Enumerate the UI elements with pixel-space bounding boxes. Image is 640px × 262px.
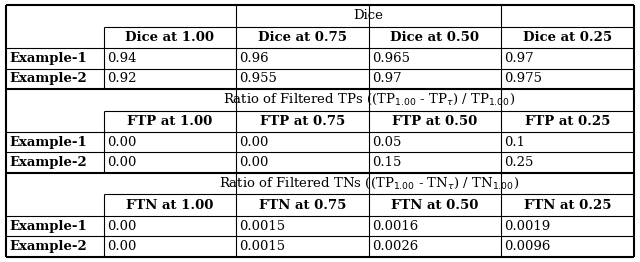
Text: 0.0096: 0.0096 — [504, 240, 550, 253]
Text: FTP at 0.75: FTP at 0.75 — [260, 115, 345, 128]
Text: 0.00: 0.00 — [107, 156, 136, 169]
Text: FTP at 0.50: FTP at 0.50 — [392, 115, 477, 128]
Text: 0.965: 0.965 — [372, 52, 410, 65]
Text: 0.0019: 0.0019 — [504, 220, 550, 233]
Text: Dice: Dice — [354, 9, 383, 23]
Text: 0.97: 0.97 — [504, 52, 534, 65]
Text: FTN at 0.25: FTN at 0.25 — [524, 199, 611, 212]
Text: 0.97: 0.97 — [372, 72, 401, 85]
Text: Example-2: Example-2 — [10, 72, 87, 85]
Text: FTN at 0.50: FTN at 0.50 — [391, 199, 479, 212]
Text: Example-2: Example-2 — [10, 156, 87, 169]
Text: FTN at 1.00: FTN at 1.00 — [126, 199, 214, 212]
Text: 0.96: 0.96 — [239, 52, 269, 65]
Text: Example-1: Example-1 — [10, 52, 87, 65]
Text: 0.0016: 0.0016 — [372, 220, 418, 233]
Text: 0.955: 0.955 — [239, 72, 277, 85]
Text: Dice at 1.00: Dice at 1.00 — [125, 31, 214, 44]
Text: 0.00: 0.00 — [107, 220, 136, 233]
Text: 0.92: 0.92 — [107, 72, 136, 85]
Text: 0.00: 0.00 — [107, 136, 136, 149]
Text: Example-1: Example-1 — [10, 220, 87, 233]
Text: Dice at 0.75: Dice at 0.75 — [258, 31, 347, 44]
Text: 0.975: 0.975 — [504, 72, 542, 85]
Text: 0.94: 0.94 — [107, 52, 136, 65]
Text: Ratio of Filtered TNs ((TP$_{1.00}$ - TN$_{\tau}$) / TN$_{1.00}$): Ratio of Filtered TNs ((TP$_{1.00}$ - TN… — [218, 176, 519, 191]
Text: FTP at 1.00: FTP at 1.00 — [127, 115, 212, 128]
Text: Example-2: Example-2 — [10, 240, 87, 253]
Text: 0.00: 0.00 — [239, 136, 269, 149]
Text: 0.0026: 0.0026 — [372, 240, 418, 253]
Text: Dice at 0.50: Dice at 0.50 — [390, 31, 479, 44]
Text: 0.15: 0.15 — [372, 156, 401, 169]
Text: FTP at 0.25: FTP at 0.25 — [525, 115, 610, 128]
Text: Dice at 0.25: Dice at 0.25 — [523, 31, 612, 44]
Text: 0.00: 0.00 — [239, 156, 269, 169]
Text: 0.1: 0.1 — [504, 136, 525, 149]
Text: 0.25: 0.25 — [504, 156, 534, 169]
Text: Ratio of Filtered TPs ((TP$_{1.00}$ - TP$_{\tau}$) / TP$_{1.00}$): Ratio of Filtered TPs ((TP$_{1.00}$ - TP… — [223, 92, 515, 107]
Text: FTN at 0.75: FTN at 0.75 — [259, 199, 346, 212]
Text: 0.00: 0.00 — [107, 240, 136, 253]
Text: 0.0015: 0.0015 — [239, 220, 285, 233]
Text: Example-1: Example-1 — [10, 136, 87, 149]
Text: 0.05: 0.05 — [372, 136, 401, 149]
Text: 0.0015: 0.0015 — [239, 240, 285, 253]
